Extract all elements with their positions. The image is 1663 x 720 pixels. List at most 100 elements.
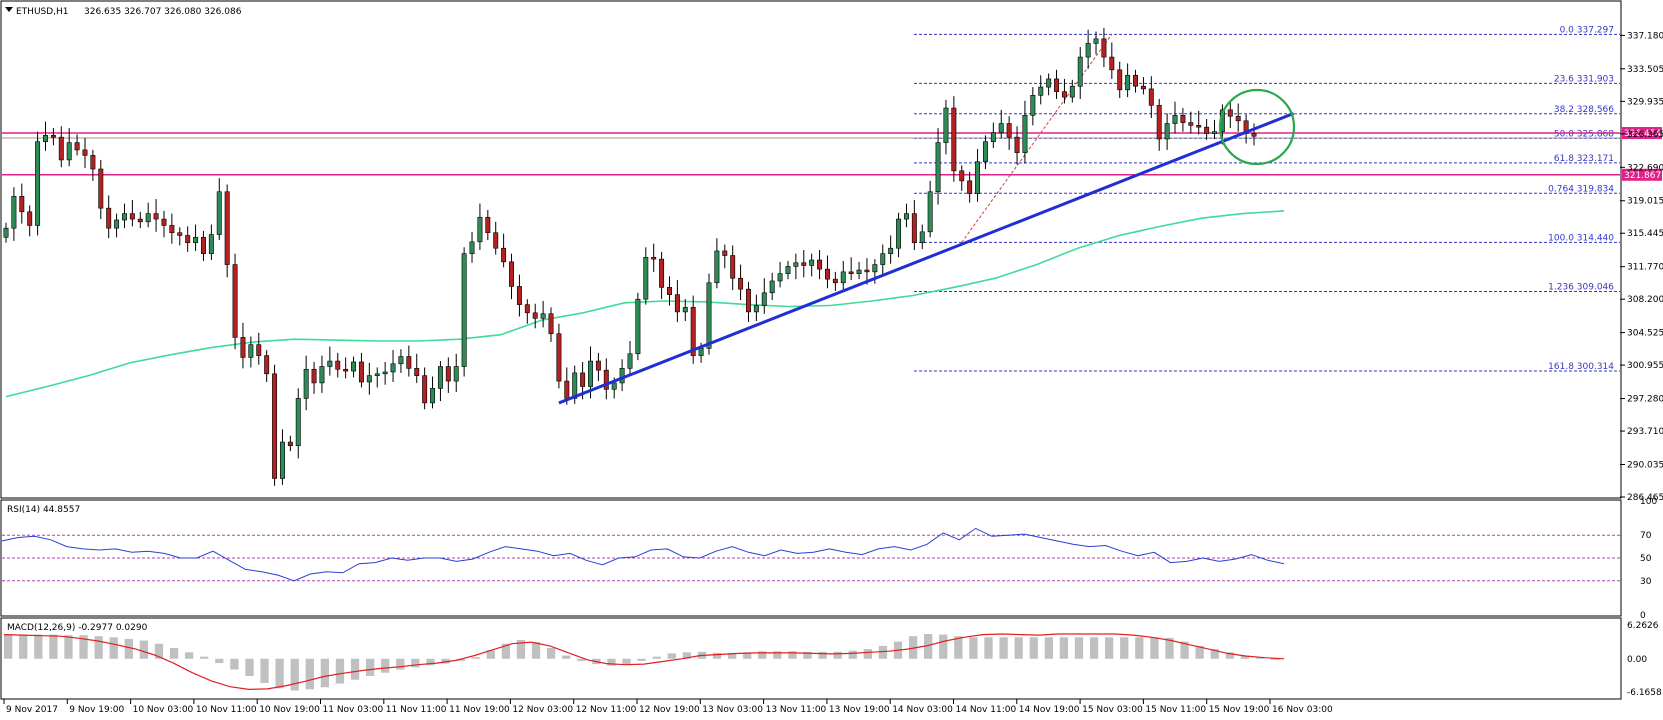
candle-body	[516, 286, 522, 305]
macd-histogram-bar	[516, 639, 526, 659]
macd-histogram-bar	[200, 656, 209, 659]
macd-histogram-bar	[184, 652, 194, 659]
macd-panel-frame	[0, 617, 1622, 700]
candle-body	[98, 168, 104, 209]
time-axis-label: 9 Nov 2017	[6, 705, 58, 715]
candle-body	[114, 219, 120, 229]
candle-body	[129, 213, 135, 220]
candle-body	[595, 360, 601, 371]
fib-level-label: 0.764 319.834	[1548, 184, 1614, 194]
candle-body	[1125, 74, 1131, 91]
candle-body	[943, 107, 949, 143]
candle-body	[200, 236, 206, 254]
macd-histogram-bar	[411, 658, 420, 668]
candle-body	[682, 307, 688, 313]
candle-body	[422, 375, 428, 404]
candle-body	[1038, 86, 1044, 96]
candle-body	[1196, 125, 1202, 128]
time-axis-label: 11 Nov 03:00	[323, 705, 384, 715]
macd-histogram-bar	[320, 658, 330, 688]
fib-level-label: 1.236 309.046	[1548, 282, 1614, 292]
price-axis-label: 293.710	[1627, 427, 1663, 437]
macd-histogram-bar	[1195, 645, 1204, 659]
macd-histogram-bar	[290, 658, 299, 691]
candle-body	[501, 247, 507, 263]
time-axis-label: 10 Nov 03:00	[133, 705, 194, 715]
price-axis-label: 333.505	[1627, 65, 1663, 75]
candle-body	[145, 213, 151, 223]
candle-body	[982, 141, 988, 163]
price-axis-label: 337.180	[1627, 31, 1663, 41]
candle-body	[690, 307, 696, 356]
time-axis-label: 15 Nov 19:00	[1209, 705, 1270, 715]
candle-body	[382, 371, 388, 375]
candle-body	[659, 258, 665, 288]
macd-histogram-bar	[743, 652, 752, 659]
macd-histogram-bar	[712, 652, 722, 659]
candle-body	[248, 344, 254, 358]
macd-histogram-bar	[954, 636, 963, 659]
macd-axis-label: 6.2626	[1627, 621, 1659, 631]
macd-histogram-bar	[1270, 658, 1280, 660]
fib-level-label: 61.8 323.171	[1554, 154, 1614, 164]
axes: 337.180 333.505 329.935 326.365 322.690 319.0…	[3, 31, 1663, 715]
time-axis-label: 11 Nov 11:00	[386, 705, 447, 715]
candle-body	[303, 368, 309, 399]
candle-body	[509, 261, 514, 287]
candle-body	[224, 191, 230, 265]
price-panel: 0.0 337.297 23.6 331.903 38.2 328.566 50.0 …	[2, 25, 1662, 486]
macd-histogram-bar	[773, 651, 782, 659]
candle-body	[43, 135, 48, 143]
candle-body	[824, 268, 830, 280]
candle-body	[398, 356, 404, 365]
price-axis-label: 326.365	[1627, 130, 1663, 140]
macd-histogram-bar	[984, 637, 993, 659]
fib-level-label: 50.0 325.868	[1554, 129, 1614, 139]
macd-axis-label: 0.00	[1627, 655, 1647, 665]
macd-histogram-bar	[365, 658, 375, 676]
price-axis-label: 308.200	[1627, 295, 1663, 305]
candle-body	[1148, 88, 1154, 106]
candle-body	[335, 360, 341, 370]
candle-body	[793, 262, 799, 267]
macd-histogram-bar	[456, 658, 465, 661]
candle-body	[485, 216, 491, 234]
candle-body	[801, 262, 807, 266]
macd-histogram-bar	[335, 658, 345, 684]
macd-histogram-bar	[562, 655, 571, 659]
candle-body	[1133, 74, 1138, 87]
candle-body	[82, 149, 88, 156]
time-axis-label: 12 Nov 11:00	[576, 705, 637, 715]
macd-histogram-bar	[1135, 637, 1144, 659]
macd-histogram-bar	[924, 634, 933, 659]
price-axis-label: 297.280	[1627, 395, 1663, 405]
candle-body	[287, 441, 293, 447]
fib-level-label: 38.2 328.566	[1554, 105, 1614, 115]
candle-body	[998, 123, 1004, 133]
candle-body	[327, 360, 333, 367]
rsi-axis-label: 50	[1640, 554, 1652, 564]
macd-histogram-bar	[1089, 637, 1099, 659]
macd-signal-line	[3, 633, 1285, 691]
candle-body	[888, 247, 894, 254]
candle-body	[1093, 38, 1099, 44]
time-axis-label: 13 Nov 03:00	[702, 705, 763, 715]
time-axis-label: 15 Nov 03:00	[1082, 705, 1143, 715]
candle-body	[1180, 115, 1186, 123]
macd-histogram-bar	[396, 658, 405, 670]
candle-body	[761, 292, 767, 306]
macd-histogram-bar	[1165, 637, 1174, 659]
chart-dropdown-icon[interactable]	[5, 7, 13, 12]
candle-body	[919, 231, 925, 244]
price-tag-label: 326.454	[1624, 129, 1661, 139]
fib-level-label: 100.0 314.440	[1548, 233, 1614, 243]
candle-body	[177, 232, 183, 236]
macd-histogram-bar	[863, 649, 872, 659]
candle-body	[1117, 69, 1123, 91]
candle-body	[990, 132, 996, 143]
macd-histogram-bar	[682, 652, 692, 659]
candle-body	[540, 313, 546, 319]
macd-histogram-bar	[501, 643, 511, 659]
candle-body	[872, 264, 878, 273]
